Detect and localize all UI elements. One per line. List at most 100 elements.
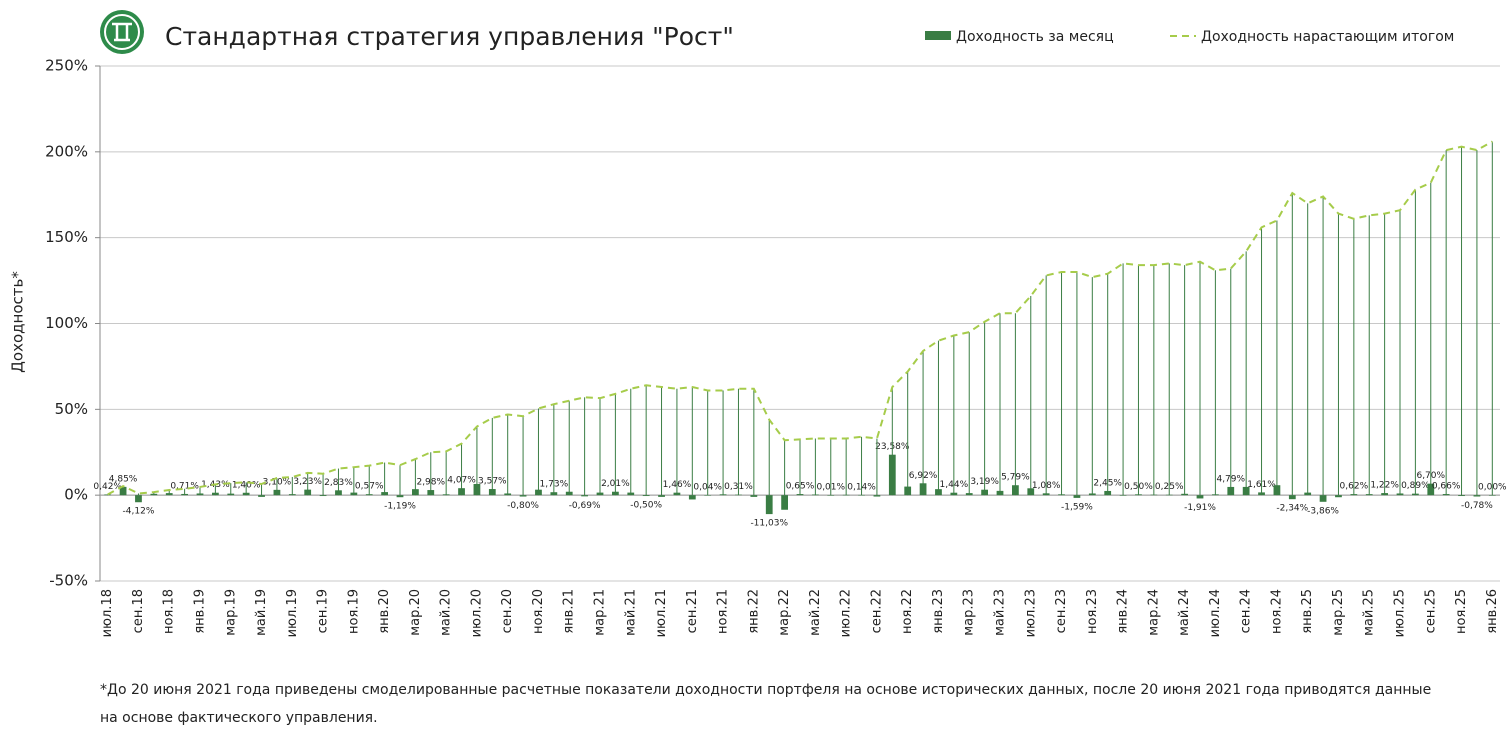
bar [750,495,758,497]
data-label: -0,80% [507,501,539,511]
data-label: 0,71% [170,481,199,491]
x-tick-label: сен.24 [1239,589,1254,633]
bar [858,494,865,496]
data-label: -0,50% [630,501,662,511]
x-tick-label: янв.25 [1300,589,1315,634]
bar [1335,495,1342,498]
x-tick-label: май.25 [1362,589,1377,636]
y-tick-label: 50% [55,400,88,418]
x-tick-label: мар.25 [1331,589,1346,636]
bar [658,495,665,497]
x-tick-label: май.20 [439,589,454,636]
x-tick-label: ноя.24 [1269,589,1284,634]
x-tick-label: июл.25 [1393,589,1408,637]
x-tick-label: ноя.18 [162,589,177,634]
x-tick-label: сен.22 [869,589,884,633]
y-tick-label: 150% [45,228,88,246]
bar [1319,495,1327,502]
x-tick-label: июл.21 [654,589,669,637]
x-tick-label: май.22 [808,589,823,636]
bar [258,495,265,497]
bar [1073,495,1081,498]
y-tick-label: 250% [45,57,88,75]
bar [688,495,696,500]
bar [642,495,650,497]
x-tick-label: ноя.22 [900,589,915,634]
data-label: -11,03% [750,519,788,529]
x-tick-label: сен.18 [131,589,146,633]
x-tick-label: мар.20 [408,589,423,636]
data-label: 4,85% [109,474,138,484]
logo [100,10,144,54]
y-tick-label: 200% [45,142,88,160]
x-tick-label: май.24 [1177,589,1192,636]
bar [1196,495,1204,499]
data-label: -1,91% [1184,503,1216,513]
x-tick-label: ноя.23 [1085,589,1100,634]
bar [1488,495,1496,496]
legend-swatch [925,31,951,40]
x-tick-label: сен.21 [685,589,700,633]
x-tick-label: мар.23 [962,589,977,636]
y-tick-label: 100% [45,314,88,332]
data-label: -1,19% [384,502,416,512]
x-tick-label: янв.21 [562,589,577,634]
x-tick-label: сен.19 [316,589,331,633]
bar [1288,495,1296,500]
legend-label: Доходность за месяц [956,29,1114,45]
x-tick-label: ноя.19 [346,589,361,634]
x-tick-label: ноя.25 [1454,589,1469,634]
data-label: -2,34% [1276,504,1308,514]
x-tick-label: янв.26 [1485,589,1500,634]
footnote: *До 20 июня 2021 года приведены смоделир… [100,682,1432,726]
legend-label: Доходность нарастающим итогом [1201,29,1454,45]
bar [765,495,773,515]
x-tick-label: мар.19 [223,589,238,636]
cumulative-line [107,140,1493,496]
x-tick-label: мар.22 [777,589,792,636]
data-label: -0,69% [569,501,601,511]
bar [519,495,527,497]
x-tick-label: июл.23 [1023,589,1038,637]
data-label: -4,12% [123,507,155,517]
chart-title: Стандартная стратегия управления "Рост" [165,22,734,51]
bar [704,495,712,496]
y-axis-label: Доходность* [9,271,27,373]
x-tick-label: ноя.20 [531,589,546,634]
x-tick-label: янв.24 [1116,589,1131,634]
x-tick-label: июл.20 [469,589,484,637]
x-tick-label: янв.19 [193,589,208,634]
x-tick-label: мар.24 [1146,589,1161,636]
x-tick-label: янв.20 [377,589,392,634]
x-tick-label: май.19 [254,589,269,636]
data-label: 0,42% [93,482,122,492]
x-tick-label: июл.19 [285,589,300,637]
x-tick-label: янв.22 [746,589,761,634]
x-tick-label: сен.23 [1054,589,1069,633]
x-tick-label: май.21 [623,589,638,636]
data-label: -0,78% [1461,501,1493,511]
x-tick-label: июл.18 [100,589,115,637]
bar [396,495,404,498]
bar [873,495,881,497]
bar [1119,495,1127,496]
x-tick-label: ноя.21 [716,589,731,634]
bar [319,495,327,497]
x-tick-label: сен.25 [1423,589,1438,633]
bar [135,495,142,503]
bar [581,495,588,497]
x-tick-label: янв.23 [931,589,946,634]
x-tick-label: июл.22 [839,589,854,637]
x-tick-label: сен.20 [500,589,515,633]
bar [1473,495,1481,497]
data-label: -1,59% [1061,502,1093,512]
bar [781,495,788,510]
data-label: -3,86% [1307,506,1339,516]
bar [1458,495,1465,497]
x-tick-label: июл.24 [1208,589,1223,637]
y-tick-label: 0% [64,486,88,504]
x-tick-label: мар.21 [593,589,608,636]
bar [827,495,835,496]
